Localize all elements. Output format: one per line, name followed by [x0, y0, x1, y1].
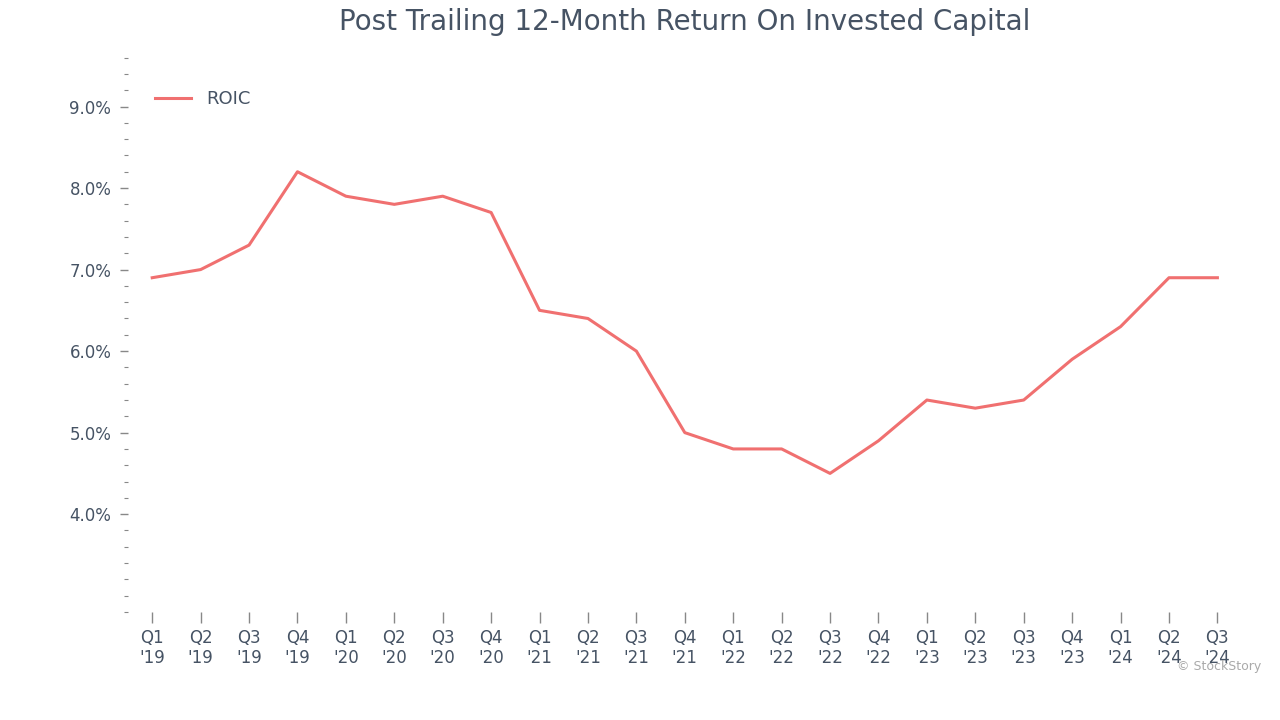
- ROIC: [435, 192, 451, 201]
- ROIC: [193, 265, 209, 274]
- ROIC: [1210, 274, 1225, 282]
- ROIC: [726, 445, 741, 454]
- ROIC: [919, 396, 934, 405]
- ROIC: [1065, 355, 1080, 364]
- Line: ROIC: ROIC: [152, 172, 1217, 474]
- ROIC: [387, 200, 402, 209]
- Legend: ROIC: ROIC: [148, 84, 257, 116]
- ROIC: [870, 436, 886, 445]
- ROIC: [145, 274, 160, 282]
- ROIC: [1161, 274, 1176, 282]
- ROIC: [338, 192, 353, 201]
- ROIC: [1016, 396, 1032, 405]
- ROIC: [289, 168, 305, 176]
- ROIC: [532, 306, 548, 315]
- ROIC: [484, 208, 499, 217]
- ROIC: [822, 469, 837, 478]
- ROIC: [1112, 323, 1128, 331]
- ROIC: [242, 240, 257, 249]
- ROIC: [968, 404, 983, 413]
- ROIC: [628, 347, 644, 356]
- ROIC: [774, 445, 790, 454]
- ROIC: [677, 428, 692, 437]
- ROIC: [580, 314, 595, 323]
- Text: © StockStory: © StockStory: [1176, 660, 1261, 673]
- Title: Post Trailing 12-Month Return On Invested Capital: Post Trailing 12-Month Return On Investe…: [339, 8, 1030, 36]
